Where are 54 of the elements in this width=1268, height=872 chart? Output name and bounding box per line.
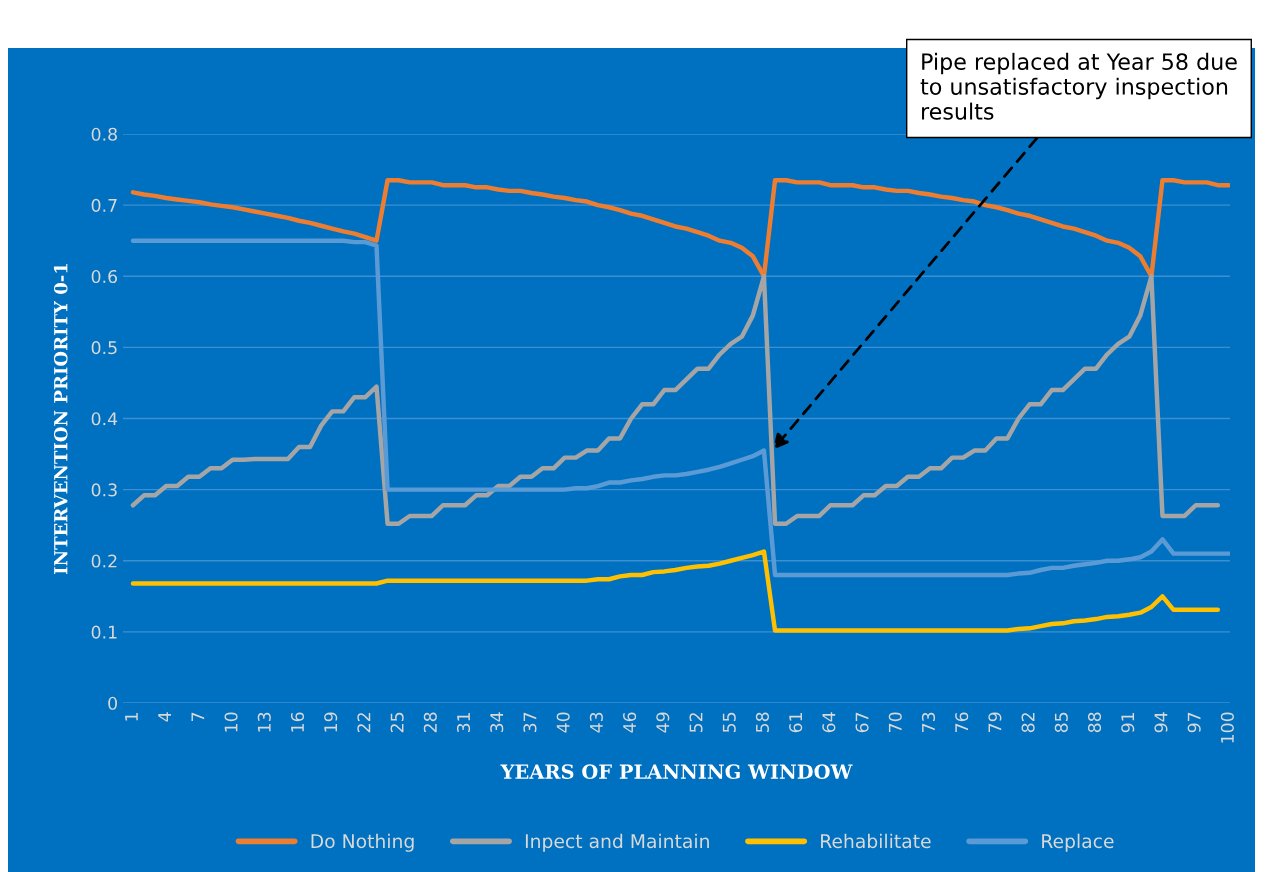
y-tick-label: 0.7: [91, 198, 117, 212]
x-tick-label: 1: [125, 712, 138, 721]
x-tick-label: 7: [191, 712, 205, 721]
x-tick-label: 22: [357, 713, 371, 733]
legend-label: Replace: [1042, 833, 1114, 852]
x-tick-label: 97: [1187, 712, 1201, 733]
x-tick-label: 19: [324, 712, 338, 732]
x-tick-label: 67: [855, 712, 869, 733]
x-tick-label: 28: [423, 712, 437, 733]
y-tick-label: 0.2: [91, 554, 117, 568]
x-tick-label: 40: [556, 712, 570, 733]
legend-label: Do Nothing: [311, 833, 414, 852]
y-tick-label: 0.1: [91, 625, 117, 639]
x-tick-label: 85: [1054, 712, 1068, 733]
line-series: [130, 549, 1221, 633]
line-series: [130, 238, 1230, 578]
y-tick-label: 0: [108, 696, 117, 710]
x-tick-label: 58: [755, 712, 769, 733]
x-tick-label: 61: [789, 712, 803, 733]
x-tick-label: 88: [1087, 712, 1102, 733]
x-tick-label: 91: [1121, 712, 1135, 733]
y-tick-label: 0.4: [91, 412, 118, 426]
y-tick-label: 0.5: [91, 341, 117, 355]
x-tick-label: 64: [822, 712, 836, 733]
line-series: [130, 178, 1230, 279]
x-tick-label: 100: [1220, 712, 1234, 743]
x-tick-label: 13: [257, 712, 271, 732]
x-tick-label: 94: [1154, 712, 1168, 733]
x-tick-label: 4: [158, 712, 171, 722]
x-tick-label: 34: [490, 712, 504, 733]
x-tick-label: 76: [955, 712, 969, 732]
y-tick-label: 0.6: [91, 269, 118, 284]
text: Pipe replaced at Year 58 due to unsatisfactory inspection results: [920, 52, 1237, 120]
legend-label: Rehabilitate: [821, 833, 931, 849]
x-tick-label: 82: [1021, 713, 1035, 733]
legend-label: Inpect and Maintain: [525, 833, 709, 852]
x-tick-label: 37: [523, 712, 537, 733]
x-tick-label: 70: [888, 712, 902, 732]
x-tick-label: 49: [656, 712, 670, 733]
x-tick-label: 46: [623, 712, 637, 733]
x-tick-label: 16: [290, 712, 305, 732]
x-tick-label: 73: [921, 712, 936, 732]
x-tick-label: 55: [722, 712, 736, 733]
x-tick-label: 52: [689, 713, 703, 733]
x-tick-label: 10: [224, 712, 238, 732]
x-tick-label: 31: [456, 712, 471, 733]
x-tick-label: 25: [390, 712, 404, 733]
y-tick-label: 0.8: [91, 127, 117, 141]
y-axis-title: INTERVENTION PRIORITY 0-1: [53, 264, 68, 574]
x-tick-label: 43: [589, 712, 603, 733]
x-tick-label: 79: [988, 712, 1002, 732]
line-series: [130, 274, 1221, 526]
y-tick-label: 0.3: [91, 483, 117, 497]
x-axis-title: YEARS OF PLANNING WINDOW: [500, 764, 853, 779]
